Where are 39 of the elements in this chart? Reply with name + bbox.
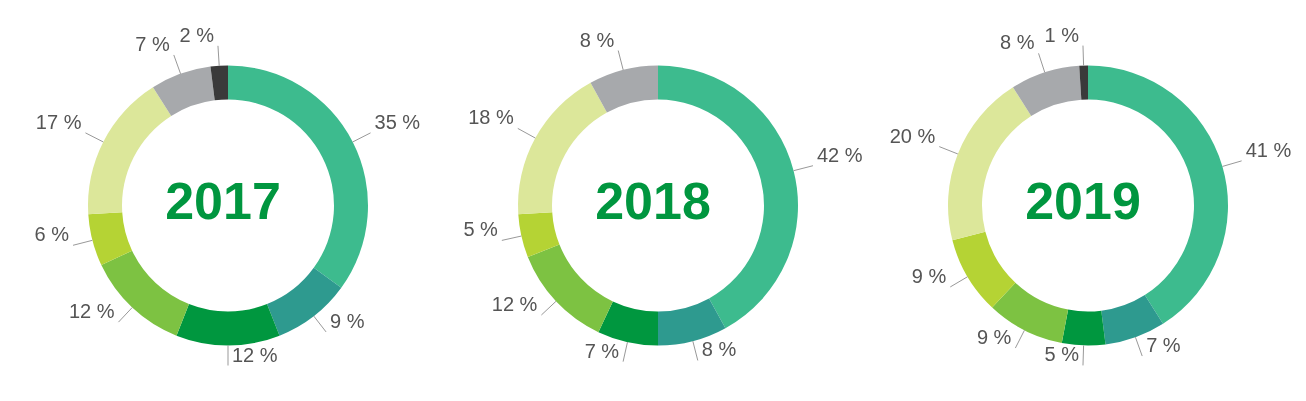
donut-slice bbox=[952, 231, 1016, 308]
data-label: 7 % bbox=[584, 339, 620, 362]
donut-slice bbox=[1079, 65, 1088, 100]
donut-slice bbox=[590, 65, 658, 113]
text: 2017 bbox=[165, 171, 281, 230]
donut-slice bbox=[210, 65, 228, 101]
data-label: 8 % bbox=[1000, 31, 1035, 54]
data-label: 9 % bbox=[911, 264, 947, 287]
data-label: 1 % bbox=[1044, 23, 1080, 46]
data-label: 6 % bbox=[34, 223, 70, 246]
donut-slice bbox=[152, 66, 215, 116]
donut-slice bbox=[518, 212, 560, 258]
data-label: 7 % bbox=[135, 32, 171, 55]
data-label: 2 % bbox=[179, 23, 215, 46]
data-label: 8 % bbox=[701, 338, 737, 361]
data-label: 35 % bbox=[374, 110, 421, 133]
data-label: 5 % bbox=[1044, 343, 1080, 366]
donut-slice bbox=[598, 301, 658, 346]
data-label: 8 % bbox=[579, 28, 615, 51]
donut-slice bbox=[88, 212, 133, 266]
data-label: 12 % bbox=[232, 343, 278, 366]
data-label: 17 % bbox=[35, 110, 82, 133]
donut-slice bbox=[992, 282, 1069, 344]
text: 2018 bbox=[595, 171, 711, 230]
data-label: 20 % bbox=[889, 124, 936, 147]
data-label: 5 % bbox=[463, 218, 499, 241]
data-label: 9 % bbox=[976, 326, 1012, 349]
donut-slice bbox=[176, 304, 280, 346]
data-label: 41 % bbox=[1245, 138, 1292, 161]
data-label: 42 % bbox=[816, 143, 863, 166]
donut-slice bbox=[1061, 309, 1106, 346]
data-label: 9 % bbox=[330, 309, 365, 332]
data-label: 12 % bbox=[68, 300, 115, 323]
text: 2019 bbox=[1024, 170, 1142, 232]
data-label: 7 % bbox=[1146, 334, 1181, 357]
donut-slice bbox=[267, 267, 342, 336]
data-label: 12 % bbox=[491, 293, 538, 316]
data-label: 18 % bbox=[468, 106, 514, 129]
donut-slice bbox=[1012, 65, 1082, 116]
